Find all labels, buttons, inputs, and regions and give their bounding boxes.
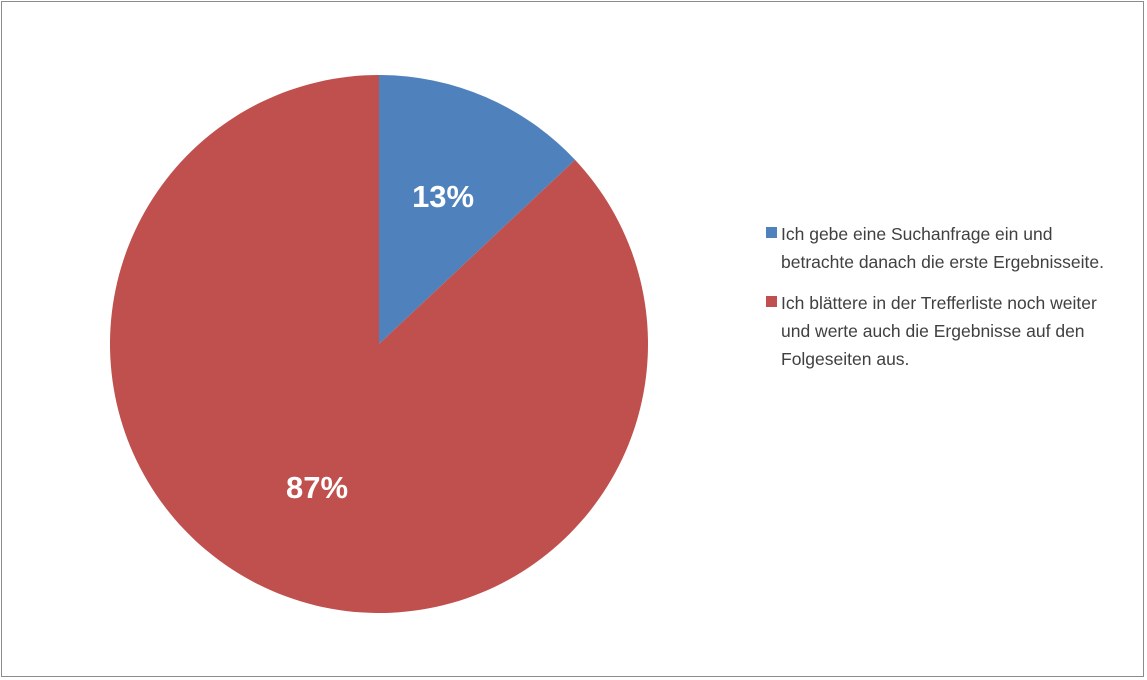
legend-label-first-page: Ich gebe eine Suchanfrage ein und betrac… [781,224,1104,272]
data-label-87-percent: 87% [286,470,348,505]
data-label-13-percent: 13% [412,179,474,214]
legend-swatch-red [766,296,777,307]
pie-slice-13-percent [379,75,576,344]
legend-item-first-page: Ich gebe eine Suchanfrage ein und betrac… [766,220,1136,276]
legend: Ich gebe eine Suchanfrage ein und betrac… [766,220,1136,386]
legend-item-following-pages: Ich blättere in der Trefferliste noch we… [766,289,1136,373]
pie-slice-87-percent [110,75,649,613]
legend-swatch-blue [766,227,777,238]
legend-label-following-pages: Ich blättere in der Trefferliste noch we… [781,293,1097,369]
